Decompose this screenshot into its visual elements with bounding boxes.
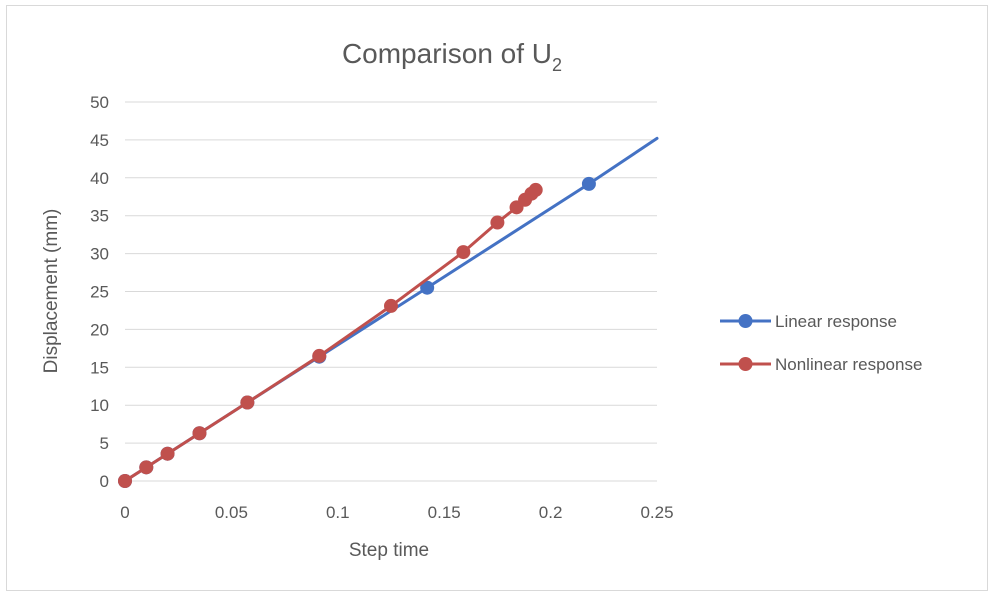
data-point <box>312 348 327 363</box>
data-point <box>528 182 543 197</box>
chart-title-main: Comparison of U <box>342 38 552 69</box>
data-point <box>192 426 207 441</box>
y-tick-label: 45 <box>90 131 109 150</box>
x-tick-label: 0.15 <box>428 503 461 522</box>
line-chart: Comparison of U2 0 0.05 0.1 0.15 0.2 0.25 0 5 1… <box>41 38 922 561</box>
legend-marker <box>738 357 753 371</box>
x-tick-label: 0 <box>120 503 129 522</box>
x-tick-label: 0.2 <box>539 503 563 522</box>
chart-title-subscript: 2 <box>552 55 562 75</box>
y-tick-label: 5 <box>100 434 109 453</box>
x-tick-label: 0.1 <box>326 503 350 522</box>
data-point <box>384 298 398 313</box>
x-axis-ticks: 0 0.05 0.1 0.15 0.2 0.25 <box>120 503 673 522</box>
x-tick-label: 0.25 <box>640 503 673 522</box>
data-point <box>118 474 132 488</box>
y-tick-label: 10 <box>90 396 109 415</box>
legend-item: Linear response <box>720 312 897 331</box>
series-line <box>123 188 538 483</box>
data-point <box>581 176 596 191</box>
legend-marker <box>738 314 753 328</box>
legend-label: Nonlinear response <box>775 355 922 374</box>
y-tick-label: 0 <box>100 472 109 491</box>
data-point <box>420 280 435 295</box>
y-tick-label: 30 <box>90 245 109 264</box>
legend: Linear response Nonlinear response <box>720 312 922 374</box>
chart-title: Comparison of U2 <box>342 38 562 75</box>
gridlines <box>125 101 657 482</box>
series-nonlinear <box>118 182 543 488</box>
y-tick-label: 20 <box>90 320 109 339</box>
data-point <box>160 446 175 461</box>
y-axis-title: Displacement (mm) <box>41 209 62 374</box>
data-point <box>456 245 471 260</box>
legend-label: Linear response <box>775 312 897 331</box>
chart-frame: Comparison of U2 0 0.05 0.1 0.15 0.2 0.25 0 5 1… <box>6 5 988 591</box>
data-point <box>490 215 505 230</box>
y-axis-ticks: 0 5 10 15 20 25 30 35 40 45 50 <box>90 93 109 491</box>
data-point <box>139 460 154 475</box>
y-tick-label: 15 <box>90 358 109 377</box>
x-axis-title: Step time <box>349 540 429 561</box>
y-tick-label: 25 <box>90 283 109 302</box>
legend-item: Nonlinear response <box>720 355 922 374</box>
y-tick-label: 40 <box>90 169 109 188</box>
data-point <box>240 395 255 410</box>
series-layer <box>118 136 659 488</box>
y-tick-label: 35 <box>90 207 109 226</box>
y-tick-label: 50 <box>90 93 109 112</box>
x-tick-label: 0.05 <box>215 503 248 522</box>
